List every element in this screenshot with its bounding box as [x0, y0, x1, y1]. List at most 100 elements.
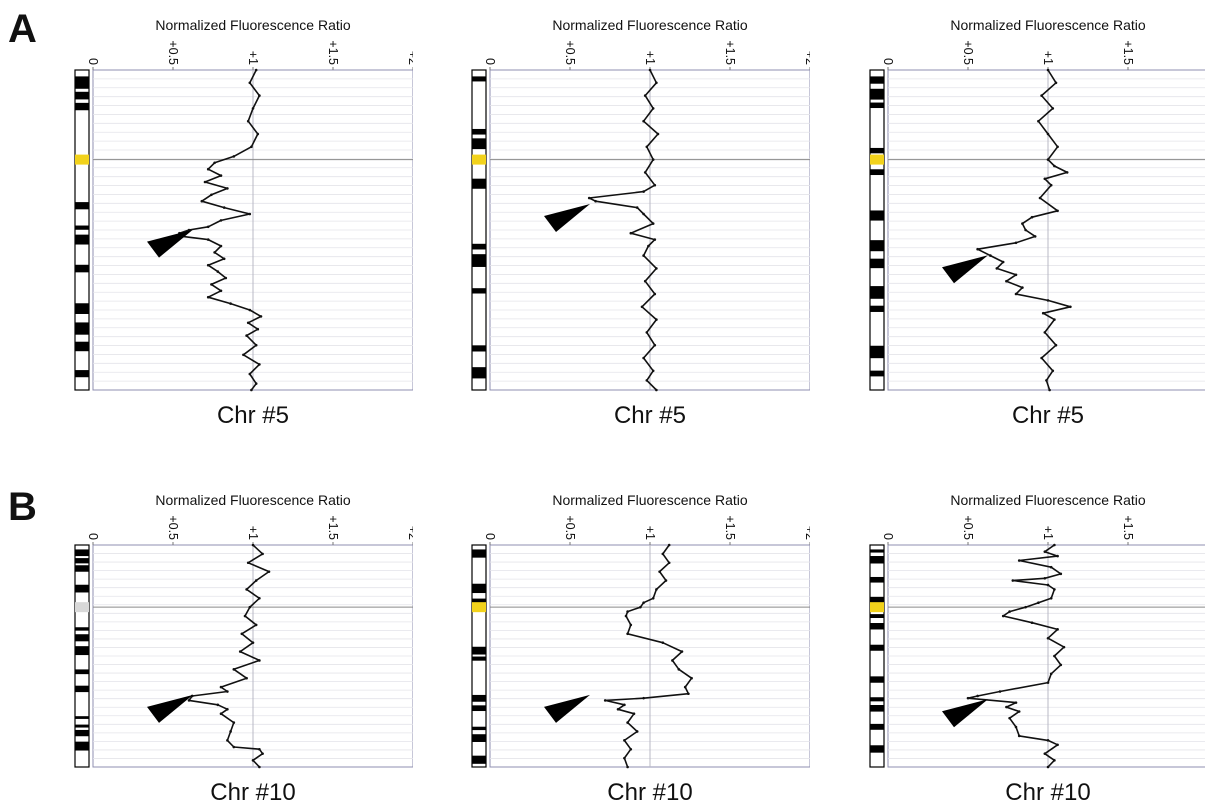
ratio-point: [267, 570, 271, 573]
ratio-point: [258, 94, 261, 97]
ratio-point: [647, 244, 650, 248]
ratio-point: [187, 699, 191, 702]
ratio-point: [245, 334, 248, 337]
ratio-point: [206, 167, 210, 171]
ratio-point: [690, 676, 693, 680]
ratio-point: [626, 721, 629, 724]
arrowhead-marker: [147, 229, 193, 258]
ratio-point: [1040, 356, 1043, 360]
ratio-point: [1053, 588, 1056, 591]
ratio-point: [1053, 318, 1056, 321]
ideogram-band: [870, 556, 884, 564]
arrowhead-marker: [147, 694, 193, 723]
ratio-point: [258, 596, 261, 600]
ratio-point: [1001, 614, 1005, 618]
ratio-point: [998, 690, 1002, 693]
arrowhead-marker: [942, 255, 988, 284]
chart-panel-b3: 0 +0.5 +1 +1.5 Normalized Fluorescence Ratio…: [869, 492, 1205, 801]
ratio-point: [226, 690, 229, 693]
ratio-point: [232, 668, 236, 671]
ratio-point: [1062, 645, 1066, 649]
ratio-point: [219, 685, 223, 689]
ratio-point: [1001, 260, 1005, 264]
ideogram-band: [870, 345, 884, 359]
ratio-point: [645, 379, 649, 382]
chart-panel-a1: 0 +0.5 +1 +1.5 +2 Normalized Fluorescence Rat…: [74, 17, 413, 429]
ratio-point: [1037, 601, 1040, 605]
chromosome-label: Chr #10: [210, 779, 295, 801]
chart-title: Normalized Fluorescence Ratio: [950, 492, 1146, 508]
x-tick-label: 0: [881, 58, 895, 65]
arrowhead-marker: [942, 699, 988, 728]
ratio-point: [251, 107, 255, 110]
ratio-point: [219, 289, 223, 293]
ratio-point: [1053, 759, 1056, 762]
ratio-point: [1014, 273, 1018, 277]
ideogram-band: [870, 305, 884, 312]
ideogram-band: [870, 576, 884, 583]
ratio-point: [210, 283, 213, 286]
ratio-point: [1005, 279, 1008, 283]
ratio-point: [242, 353, 245, 357]
ratio-point: [246, 561, 250, 565]
ratio-point: [1054, 81, 1058, 85]
ratio-point: [261, 752, 264, 755]
x-tick-label: +1.5: [326, 515, 340, 540]
ratio-point: [1043, 177, 1047, 181]
ideogram-band: [472, 646, 486, 655]
ideogram-band: [75, 370, 89, 378]
ratio-point: [629, 623, 633, 627]
ratio-point: [1014, 241, 1018, 245]
ratio-point: [1017, 710, 1021, 713]
chart-body: 0 +0.5 +1 +1.5 +2: [86, 40, 413, 392]
ratio-point: [616, 707, 620, 711]
ratio-point: [1043, 577, 1047, 580]
ratio-point: [642, 254, 645, 257]
ideogram-band: [75, 627, 89, 631]
ideogram-band: [472, 254, 486, 267]
ratio-point: [240, 632, 244, 636]
ideogram-band: [75, 729, 89, 737]
ratio-point: [1045, 379, 1048, 382]
ideogram-band: [870, 76, 884, 84]
ratio-point: [653, 238, 657, 241]
ideogram-outline: [869, 69, 885, 391]
ideogram-centromere: [870, 602, 884, 613]
ratio-point: [1069, 305, 1072, 309]
ratio-point: [664, 579, 668, 582]
ideogram-band: [472, 367, 486, 379]
ratio-point: [1033, 235, 1037, 238]
x-tick-label: +1.5: [1121, 40, 1135, 65]
ideogram-band: [75, 669, 89, 675]
ratio-point: [258, 363, 261, 366]
ideogram-band: [472, 243, 486, 250]
ratio-point: [643, 279, 647, 283]
chart-grid: 0 +0.5 +1 +1.5 +2 Normalized Fluorescence Rat…: [74, 17, 1205, 801]
ideogram-band: [75, 102, 89, 111]
ratio-point: [629, 231, 633, 235]
ratio-point: [683, 685, 687, 689]
ideogram-band: [75, 234, 89, 245]
ratio-point: [1049, 672, 1053, 676]
ideogram-band: [870, 614, 884, 618]
ratio-point: [661, 641, 665, 644]
ratio-point: [667, 561, 671, 565]
ratio-point: [1043, 550, 1047, 553]
ideogram-band: [75, 716, 89, 719]
ideogram-band: [472, 656, 486, 661]
ratio-point: [222, 206, 226, 209]
ratio-point: [1046, 765, 1050, 769]
ideogram-outline: [471, 544, 487, 768]
x-tick-label: +0.5: [961, 40, 975, 65]
ideogram-band: [472, 755, 486, 764]
ratio-point: [219, 174, 223, 177]
ratio-point: [1038, 196, 1042, 200]
x-tick-label: +0.5: [166, 40, 180, 65]
ratio-point: [206, 225, 210, 229]
ratio-point: [661, 552, 665, 556]
ideogram-band: [75, 558, 89, 564]
ideogram-band: [75, 341, 89, 352]
ideogram-centromere: [472, 154, 486, 165]
ratio-point: [256, 327, 260, 331]
ideogram-band: [472, 549, 486, 558]
